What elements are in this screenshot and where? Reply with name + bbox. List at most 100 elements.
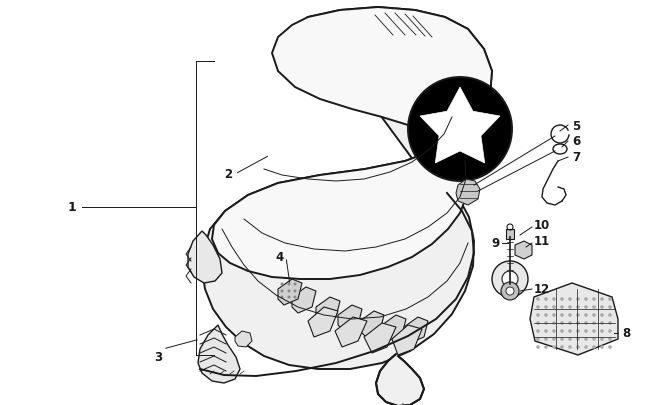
Circle shape <box>544 322 548 325</box>
Circle shape <box>536 297 540 301</box>
Circle shape <box>536 313 540 317</box>
Polygon shape <box>420 88 500 164</box>
Polygon shape <box>316 297 340 323</box>
Circle shape <box>281 290 283 293</box>
Polygon shape <box>404 317 428 343</box>
Circle shape <box>560 297 564 301</box>
Circle shape <box>501 282 519 300</box>
Circle shape <box>560 305 564 309</box>
Circle shape <box>608 337 612 341</box>
Polygon shape <box>456 179 480 205</box>
Circle shape <box>536 345 540 349</box>
Circle shape <box>576 313 580 317</box>
Circle shape <box>544 345 548 349</box>
Circle shape <box>568 297 572 301</box>
Bar <box>506 230 514 239</box>
Circle shape <box>592 313 596 317</box>
Polygon shape <box>376 354 424 405</box>
Polygon shape <box>360 311 384 337</box>
Circle shape <box>544 313 548 317</box>
Circle shape <box>584 297 588 301</box>
Circle shape <box>600 337 604 341</box>
Polygon shape <box>188 231 222 284</box>
Circle shape <box>544 297 548 301</box>
Circle shape <box>600 345 604 349</box>
Polygon shape <box>278 279 302 305</box>
Circle shape <box>584 322 588 325</box>
Polygon shape <box>515 241 532 259</box>
Circle shape <box>584 345 588 349</box>
Polygon shape <box>292 287 316 313</box>
Circle shape <box>608 305 612 309</box>
Circle shape <box>576 305 580 309</box>
Text: 8: 8 <box>622 327 630 340</box>
Circle shape <box>576 297 580 301</box>
Text: 3: 3 <box>154 351 162 364</box>
Circle shape <box>544 305 548 309</box>
Circle shape <box>552 297 556 301</box>
Text: 2: 2 <box>224 168 232 181</box>
Polygon shape <box>235 331 252 347</box>
Circle shape <box>544 329 548 333</box>
Polygon shape <box>338 305 362 331</box>
Circle shape <box>592 322 596 325</box>
Circle shape <box>506 287 514 295</box>
Circle shape <box>584 313 588 317</box>
Circle shape <box>608 297 612 301</box>
Circle shape <box>592 305 596 309</box>
Circle shape <box>576 337 580 341</box>
Polygon shape <box>530 284 618 355</box>
Text: 11: 11 <box>534 235 550 248</box>
Circle shape <box>536 305 540 309</box>
Circle shape <box>281 283 283 286</box>
Circle shape <box>592 329 596 333</box>
Circle shape <box>544 337 548 341</box>
Circle shape <box>592 297 596 301</box>
Circle shape <box>568 329 572 333</box>
Text: 7: 7 <box>572 151 580 164</box>
Text: 10: 10 <box>534 219 550 232</box>
Circle shape <box>560 313 564 317</box>
Circle shape <box>552 345 556 349</box>
Polygon shape <box>382 315 406 341</box>
Circle shape <box>408 78 512 181</box>
Text: 1: 1 <box>68 201 77 214</box>
Circle shape <box>576 345 580 349</box>
Circle shape <box>584 337 588 341</box>
Circle shape <box>560 322 564 325</box>
Circle shape <box>568 322 572 325</box>
Circle shape <box>287 290 291 293</box>
Circle shape <box>552 313 556 317</box>
Circle shape <box>576 329 580 333</box>
Circle shape <box>560 337 564 341</box>
Text: 4: 4 <box>276 251 284 264</box>
Circle shape <box>584 329 588 333</box>
Circle shape <box>536 329 540 333</box>
Polygon shape <box>392 325 422 355</box>
Circle shape <box>600 297 604 301</box>
Circle shape <box>608 322 612 325</box>
Polygon shape <box>364 323 396 353</box>
Circle shape <box>600 305 604 309</box>
Polygon shape <box>308 307 338 337</box>
Circle shape <box>536 337 540 341</box>
Polygon shape <box>335 317 367 347</box>
Circle shape <box>592 345 596 349</box>
Circle shape <box>560 345 564 349</box>
Circle shape <box>294 290 296 293</box>
Circle shape <box>608 329 612 333</box>
Polygon shape <box>212 8 492 279</box>
Circle shape <box>600 313 604 317</box>
Circle shape <box>287 296 291 299</box>
Circle shape <box>294 296 296 299</box>
Circle shape <box>568 305 572 309</box>
Circle shape <box>552 305 556 309</box>
Circle shape <box>502 271 518 287</box>
Circle shape <box>592 337 596 341</box>
Circle shape <box>294 283 296 286</box>
Polygon shape <box>202 8 492 369</box>
Circle shape <box>287 283 291 286</box>
Text: 5: 5 <box>572 119 580 132</box>
Circle shape <box>552 322 556 325</box>
Circle shape <box>600 329 604 333</box>
